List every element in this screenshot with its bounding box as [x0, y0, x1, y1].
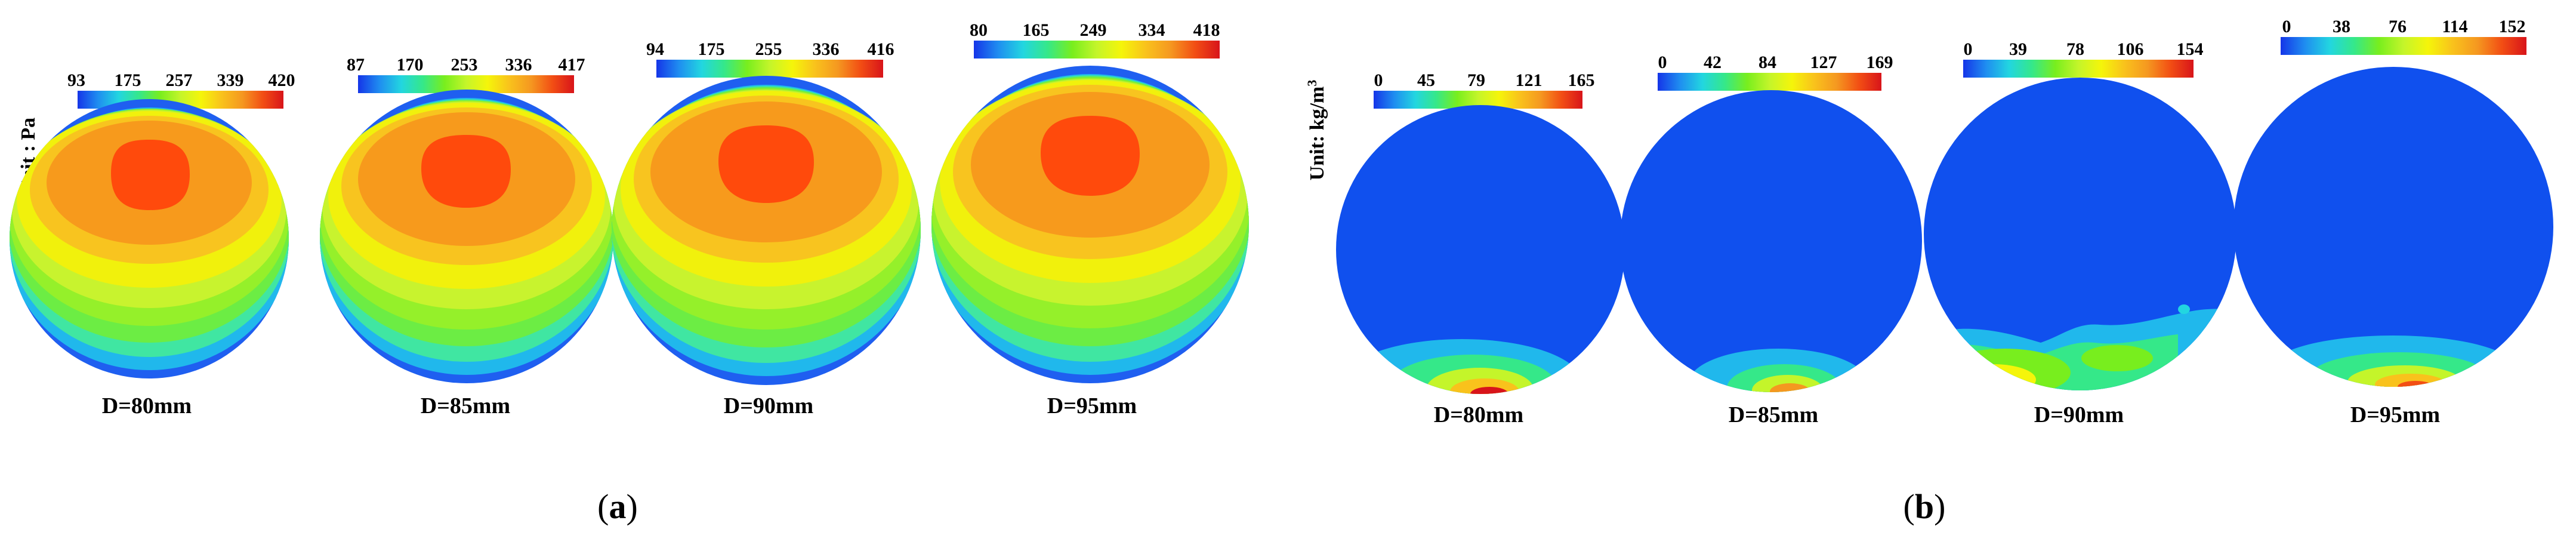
diameter-label: D=90mm [2034, 402, 2124, 427]
colorbar-tick: 336 [505, 55, 532, 75]
density-plot-d80: 0 45 79 121 165 D=80mm [1336, 70, 1625, 427]
colorbar-tick: 257 [166, 70, 193, 90]
colorbar-gradient [656, 60, 883, 78]
colorbar-tick: 0 [2282, 17, 2291, 36]
panel-b-label: (b) [1904, 487, 1946, 526]
density-plot-d90: 0 39 78 106 154 D=90mm [1924, 39, 2236, 427]
colorbar-tick: 76 [2389, 17, 2407, 36]
colorbar-tick: 253 [451, 55, 478, 75]
colorbar-tick: 79 [1467, 70, 1485, 90]
colorbar-tick: 154 [2177, 39, 2204, 59]
pressure-contour [320, 90, 613, 383]
colorbar-tick: 121 [1516, 70, 1542, 90]
density-contour [1336, 105, 1625, 394]
colorbar-tick: 80 [970, 20, 988, 40]
colorbar-tick: 175 [115, 70, 141, 90]
colorbar-tick: 38 [2333, 17, 2350, 36]
colorbar-tick: 114 [2442, 17, 2467, 36]
colorbar-gradient [1963, 60, 2194, 78]
colorbar-tick: 0 [1374, 70, 1383, 90]
panel-a-label: (a) [597, 487, 638, 526]
colorbar-gradient [1658, 73, 1881, 91]
diameter-label: D=85mm [1729, 402, 1818, 427]
colorbar-tick: 106 [2117, 39, 2144, 59]
colorbar-gradient [2281, 37, 2526, 55]
colorbar-tick: 417 [559, 55, 585, 75]
density-contour [2233, 67, 2553, 387]
density-colorbar: 0 38 76 114 152 [2281, 17, 2526, 55]
colorbar-tick: 78 [2066, 39, 2084, 59]
diameter-label: D=95mm [1047, 393, 1137, 418]
colorbar-tick: 45 [1417, 70, 1435, 90]
panel-b-unit-label: Unit: kg/m3 [1304, 80, 1328, 181]
colorbar-tick: 84 [1759, 53, 1776, 72]
density-colorbar: 0 39 78 106 154 [1963, 39, 2204, 78]
pressure-contour [612, 76, 921, 385]
pressure-contour [10, 99, 289, 378]
pressure-colorbar: 94 175 255 336 416 [646, 39, 894, 78]
colorbar-tick: 39 [2009, 39, 2027, 59]
density-colorbar: 0 45 79 121 165 [1374, 70, 1595, 109]
pressure-plot-d95: 80 165 249 334 418 D=95mm [931, 20, 1249, 418]
colorbar-tick: 249 [1080, 20, 1107, 40]
density-colorbar: 0 42 84 127 169 [1658, 53, 1893, 91]
colorbar-tick: 165 [1023, 20, 1050, 40]
diameter-label: D=80mm [102, 393, 192, 418]
colorbar-tick: 0 [1964, 39, 1973, 59]
diameter-label: D=80mm [1434, 402, 1523, 427]
colorbar-tick: 175 [698, 39, 725, 59]
pressure-plot-d90: 94 175 255 336 416 D=90mm [612, 39, 921, 418]
colorbar-tick: 416 [868, 39, 894, 59]
colorbar-tick: 334 [1139, 20, 1165, 40]
diameter-label: D=90mm [724, 393, 813, 418]
pressure-plot-d80: 93 175 257 339 420 D=80mm [10, 70, 295, 418]
diameter-label: D=95mm [2350, 402, 2440, 427]
pressure-colorbar: 87 170 253 336 417 [347, 55, 585, 93]
colorbar-tick: 336 [813, 39, 840, 59]
colorbar-tick: 94 [646, 39, 664, 59]
colorbar-tick: 42 [1704, 53, 1722, 72]
colorbar-tick: 255 [755, 39, 782, 59]
diameter-label: D=85mm [421, 393, 510, 418]
colorbar-tick: 169 [1867, 53, 1893, 72]
colorbar-tick: 87 [347, 55, 365, 75]
pressure-colorbar: 93 175 257 339 420 [67, 70, 295, 109]
colorbar-tick: 165 [1568, 70, 1595, 90]
pressure-plot-d85: 87 170 253 336 417 D=85mm [320, 55, 613, 418]
density-contour [1620, 90, 1922, 392]
colorbar-tick: 420 [269, 70, 295, 90]
colorbar-tick: 127 [1810, 53, 1837, 72]
colorbar-tick: 0 [1658, 53, 1667, 72]
colorbar-gradient [974, 41, 1220, 59]
pressure-colorbar: 80 165 249 334 418 [970, 20, 1220, 59]
colorbar-tick: 152 [2499, 17, 2526, 36]
colorbar-tick: 93 [67, 70, 85, 90]
colorbar-tick: 418 [1193, 20, 1220, 40]
density-plot-d95: 0 38 76 114 152 D=95mm [2233, 17, 2553, 427]
colorbar-tick: 339 [217, 70, 244, 90]
pressure-contour [931, 66, 1249, 383]
density-contour [1924, 78, 2236, 390]
colorbar-tick: 170 [397, 55, 424, 75]
density-plot-d85: 0 42 84 127 169 D=85mm [1620, 53, 1922, 427]
